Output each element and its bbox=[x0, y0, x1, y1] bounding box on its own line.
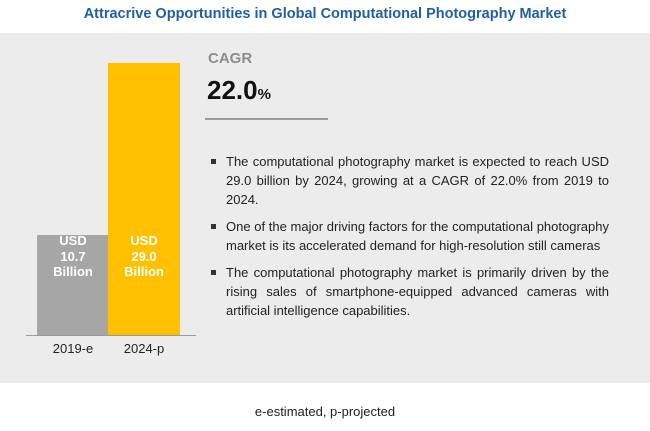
bar-chart: USD 10.7 Billion USD 29.0 Billion 2019-e… bbox=[0, 33, 200, 383]
key-point: The computational photography market is … bbox=[209, 263, 609, 320]
cagr-unit: % bbox=[257, 86, 271, 103]
key-point: One of the major driving factors for the… bbox=[209, 217, 609, 255]
chart-panel: USD 10.7 Billion USD 29.0 Billion 2019-e… bbox=[0, 33, 650, 383]
cagr-number: 22.0 bbox=[207, 75, 258, 105]
bar-2024 bbox=[108, 63, 180, 335]
bar-label-2024: USD 29.0 Billion bbox=[124, 233, 164, 279]
bar-label-2019: USD 10.7 Billion bbox=[53, 233, 93, 279]
cagr-divider bbox=[205, 118, 328, 120]
bar-2019 bbox=[37, 235, 109, 335]
key-points-list: The computational photography market is … bbox=[209, 152, 609, 328]
x-tick-2024: 2024-p bbox=[123, 341, 165, 356]
x-tick-2019: 2019-e bbox=[52, 341, 94, 356]
chart-title: Attracrive Opportunities in Global Compu… bbox=[83, 6, 567, 22]
cagr-value: 22.0% bbox=[207, 75, 271, 106]
footnote: e-estimated, p-projected bbox=[254, 404, 396, 419]
key-point: The computational photography market is … bbox=[209, 152, 609, 209]
x-axis-line bbox=[26, 335, 196, 336]
cagr-label: CAGR bbox=[208, 50, 253, 67]
